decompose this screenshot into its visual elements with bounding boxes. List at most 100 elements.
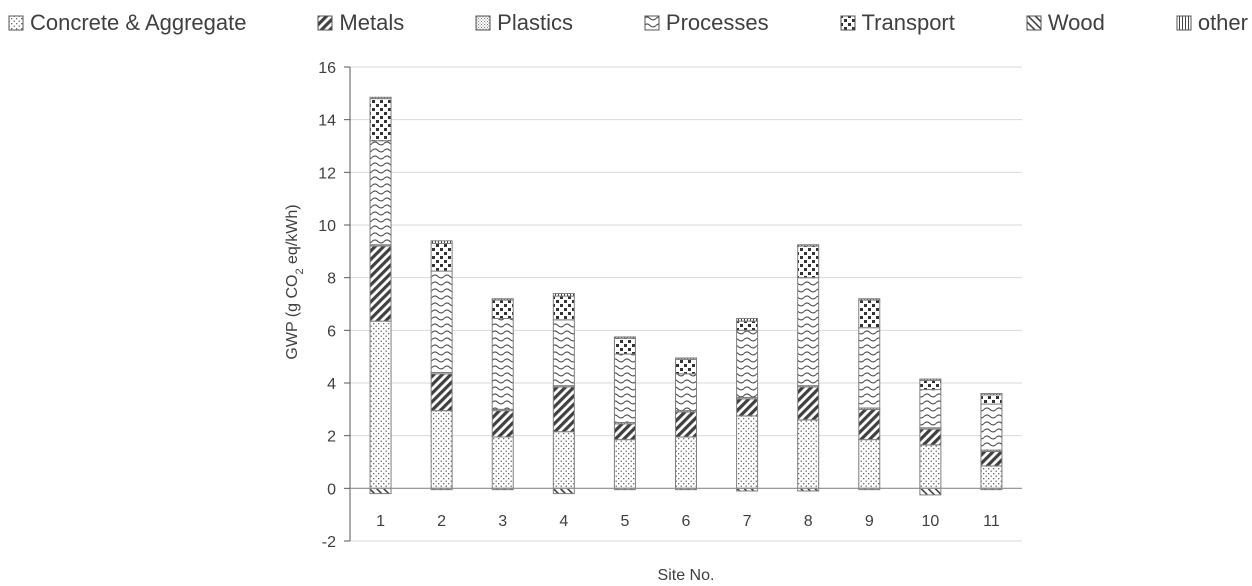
y-tick-label: 10: [318, 218, 336, 235]
y-tick-label: -2: [322, 534, 336, 551]
x-tick-label: 7: [743, 513, 752, 530]
bar-segment-metals: [369, 245, 392, 322]
y-tick-label: 14: [318, 113, 336, 130]
bar-segment-other: [675, 357, 697, 360]
y-tick-label: 4: [327, 376, 336, 393]
bar-segment-other: [797, 244, 820, 247]
bar-segment-transport: [919, 379, 942, 391]
x-tick-label: 11: [983, 513, 1000, 530]
x-tick-label: 4: [559, 513, 568, 530]
bar-segment-concrete-aggregate: [919, 444, 942, 489]
legend-label: Metals: [339, 10, 405, 35]
x-tick-label: 3: [498, 513, 507, 530]
bar-segment-processes: [919, 389, 942, 429]
legend-swatch: [840, 15, 856, 31]
bar-segment-processes: [613, 353, 636, 423]
bar-segment-processes: [369, 140, 392, 246]
y-tick-label: 16: [318, 60, 336, 77]
x-tick-label: 2: [437, 513, 446, 530]
axes: [349, 67, 1022, 541]
bar-segment-other: [858, 298, 881, 301]
bar-segment-other: [919, 378, 942, 381]
y-tick-label: 2: [327, 429, 336, 446]
bar-segment-processes: [552, 319, 575, 387]
bar-segment-metals: [980, 450, 1003, 467]
legend-label: Plastics: [497, 10, 573, 35]
bar-segment-metals: [491, 410, 514, 438]
bar-segment-wood: [552, 487, 575, 495]
bar-segment-transport: [552, 295, 575, 321]
legend-item-transport: Transport: [840, 10, 955, 36]
bar-segment-transport: [613, 337, 636, 355]
bar-segment-concrete-aggregate: [430, 410, 453, 489]
bar-segment-processes: [797, 277, 820, 387]
bar-segment-concrete-aggregate: [797, 419, 820, 489]
legend-label: Processes: [665, 10, 769, 35]
legend-item-other: other: [1176, 10, 1248, 36]
legend-item-metals: Metals: [317, 10, 404, 36]
bar-segment-other: [736, 317, 759, 322]
y-tick-label: 12: [318, 165, 336, 182]
x-tick-label: 6: [682, 513, 691, 530]
legend: Concrete & Aggregate Metals Plastics Proces…: [8, 6, 1248, 40]
legend-swatch: [475, 15, 491, 31]
bar-segment-concrete-aggregate: [858, 439, 881, 489]
legend-item-plastics: Plastics: [475, 10, 573, 36]
x-tick-label: 8: [804, 513, 813, 530]
bar-segment-other: [552, 292, 575, 297]
bar-segment-transport: [980, 394, 1003, 405]
bars: [369, 96, 1003, 496]
bar-segment-metals: [736, 398, 759, 417]
bar-segment-concrete-aggregate: [552, 431, 575, 489]
bar-segment-other: [980, 393, 1003, 396]
x-tick-label: 5: [620, 513, 629, 530]
x-axis-title: Site No.: [658, 567, 715, 584]
legend-item-processes: Processes: [644, 10, 769, 36]
bar-segment-processes: [980, 403, 1003, 451]
legend-label: other: [1197, 10, 1248, 35]
legend-label: Transport: [861, 10, 955, 35]
bar-segment-other: [369, 96, 392, 100]
bar-segment-processes: [491, 317, 514, 410]
y-tick-label: 8: [327, 271, 336, 288]
bar-segment-concrete-aggregate: [613, 439, 636, 489]
bar-segment-metals: [919, 428, 942, 446]
legend-swatch: [1176, 15, 1192, 31]
bar-segment-concrete-aggregate: [491, 436, 514, 489]
bar-segment-metals: [430, 373, 453, 412]
bar-segment-transport: [675, 358, 697, 375]
y-axis-title: GWP (g CO2 eq/kWh): [284, 204, 306, 359]
bar-segment-concrete-aggregate: [736, 415, 759, 489]
bar-segment-other: [491, 298, 514, 301]
bar-segment-transport: [736, 320, 759, 331]
y-tick-label: 0: [327, 481, 336, 498]
bar-segment-concrete-aggregate: [369, 320, 392, 489]
bar-segment-other: [430, 240, 453, 244]
bar-segment-metals: [552, 386, 575, 433]
bar-segment-metals: [858, 408, 881, 441]
bar-segment-processes: [430, 270, 453, 373]
bar-segment-wood: [919, 487, 942, 496]
x-tick-label: 1: [376, 513, 385, 530]
bar-segment-transport: [797, 245, 820, 279]
legend-item-concrete-aggregate: Concrete & Aggregate: [8, 10, 246, 36]
bar-segment-transport: [858, 299, 881, 329]
legend-swatch: [8, 15, 24, 31]
legend-swatch: [1026, 15, 1042, 31]
bar-segment-processes: [675, 373, 697, 412]
x-tick-label: 9: [865, 513, 874, 530]
bar-segment-processes: [736, 329, 759, 398]
bar-segment-other: [613, 336, 636, 339]
legend-label: Concrete & Aggregate: [30, 10, 247, 35]
bar-segment-concrete-aggregate: [980, 465, 1003, 489]
bar-segment-metals: [675, 411, 697, 438]
bar-segment-concrete-aggregate: [675, 436, 697, 489]
x-tick-label: 10: [921, 513, 939, 530]
bar-segment-transport: [491, 299, 514, 319]
bar-segment-wood: [369, 487, 392, 495]
legend-item-wood: Wood: [1026, 10, 1105, 36]
bar-segment-processes: [858, 327, 881, 409]
bar-segment-metals: [797, 386, 820, 421]
